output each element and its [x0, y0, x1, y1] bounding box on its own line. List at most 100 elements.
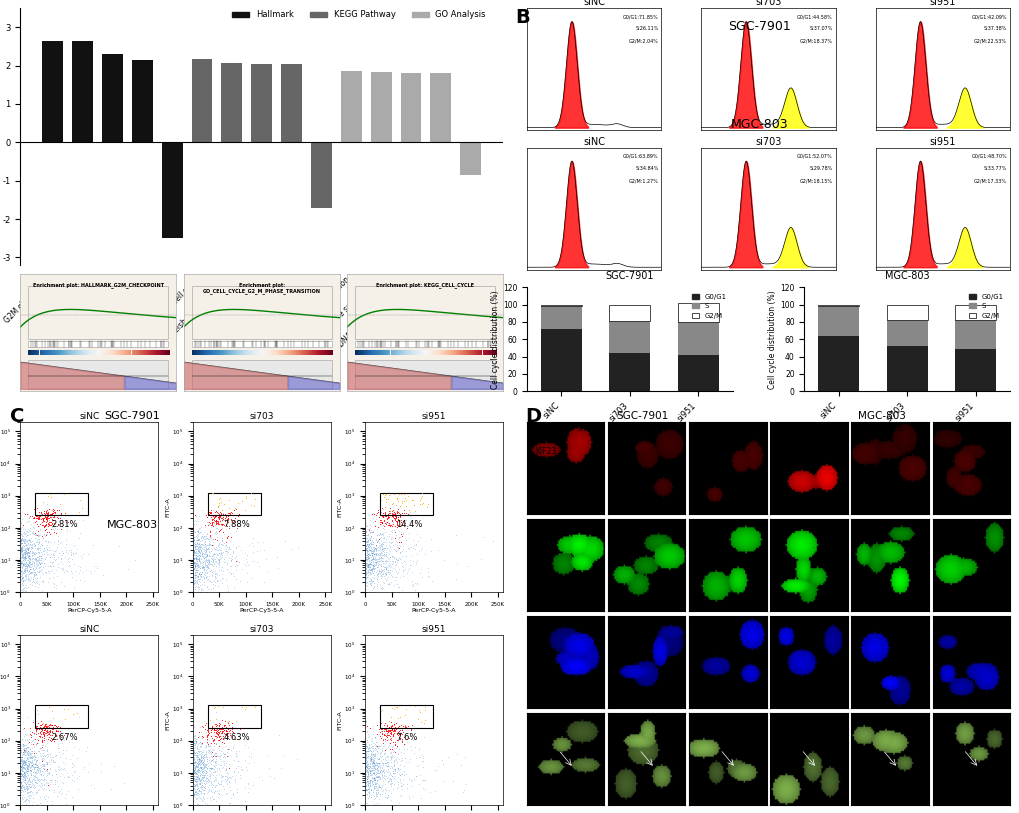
Point — [364, 775, 380, 788]
Point — [388, 492, 405, 505]
Point — [218, 515, 234, 528]
Point — [211, 721, 227, 734]
Bar — [464, 350, 465, 355]
Point — [207, 701, 223, 714]
Point — [25, 774, 42, 787]
Point — [361, 538, 377, 551]
Point — [365, 564, 381, 577]
Point — [15, 757, 32, 770]
Point — [14, 548, 31, 561]
Point — [24, 554, 41, 567]
Point — [384, 750, 400, 763]
Point — [211, 739, 227, 752]
Point — [194, 771, 210, 784]
Point — [380, 506, 396, 520]
Point — [191, 553, 207, 566]
Point — [28, 509, 44, 522]
Point — [26, 766, 43, 779]
Point — [13, 560, 30, 573]
Point — [15, 582, 32, 595]
Point — [15, 519, 32, 532]
Point — [189, 529, 205, 542]
Point — [221, 798, 237, 811]
Point — [389, 777, 406, 790]
Point — [218, 750, 234, 763]
Point — [42, 725, 58, 738]
Point — [45, 778, 61, 791]
Point — [208, 567, 224, 580]
Point — [373, 546, 389, 559]
Point — [367, 798, 383, 811]
Point — [206, 733, 222, 746]
Point — [233, 494, 250, 507]
Point — [192, 575, 208, 588]
Point — [361, 537, 377, 550]
Point — [187, 580, 204, 593]
Bar — [62, 350, 63, 355]
Point — [17, 515, 34, 528]
Point — [370, 753, 386, 766]
Point — [33, 564, 49, 577]
Y-axis label: Cell cycle distribution (%): Cell cycle distribution (%) — [491, 290, 499, 389]
Point — [44, 508, 60, 521]
Point — [23, 537, 40, 550]
Bar — [306, 350, 308, 355]
Point — [365, 782, 381, 795]
Point — [400, 542, 417, 555]
Point — [206, 511, 222, 524]
Point — [393, 724, 410, 737]
Point — [187, 551, 204, 564]
Point — [374, 787, 390, 800]
Point — [359, 552, 375, 565]
Point — [213, 726, 229, 739]
Point — [16, 768, 33, 781]
Bar — [70, 350, 72, 355]
Point — [381, 591, 397, 604]
Bar — [483, 350, 485, 355]
Point — [189, 782, 205, 795]
Point — [367, 749, 383, 762]
Point — [385, 751, 401, 764]
Point — [185, 737, 202, 750]
Point — [209, 539, 225, 552]
Point — [208, 754, 224, 767]
Point — [366, 798, 382, 811]
Point — [14, 784, 31, 797]
Point — [371, 554, 387, 567]
Point — [192, 776, 208, 789]
Point — [200, 533, 216, 546]
Point — [32, 555, 48, 568]
Point — [362, 754, 378, 767]
Point — [367, 559, 383, 572]
Point — [412, 544, 428, 557]
Point — [18, 564, 35, 577]
Point — [390, 763, 407, 776]
Point — [382, 720, 398, 733]
Point — [362, 757, 378, 770]
Point — [232, 761, 249, 774]
Point — [387, 716, 404, 729]
Point — [357, 550, 373, 563]
Point — [365, 757, 381, 770]
Point — [360, 537, 376, 550]
Point — [15, 575, 32, 588]
Point — [364, 563, 380, 576]
Text: MGC-803: MGC-803 — [107, 520, 158, 530]
Point — [386, 511, 403, 524]
Point — [361, 775, 377, 788]
Point — [200, 515, 216, 528]
Point — [194, 548, 210, 561]
Bar — [268, 350, 269, 355]
Point — [12, 537, 29, 550]
Point — [24, 714, 41, 727]
Point — [45, 559, 61, 572]
Point — [393, 736, 410, 749]
Point — [215, 506, 231, 520]
Point — [228, 515, 245, 528]
Point — [15, 544, 32, 557]
Point — [86, 565, 102, 578]
Point — [184, 772, 201, 785]
Point — [48, 509, 64, 522]
Point — [19, 779, 36, 792]
Point — [369, 567, 385, 580]
